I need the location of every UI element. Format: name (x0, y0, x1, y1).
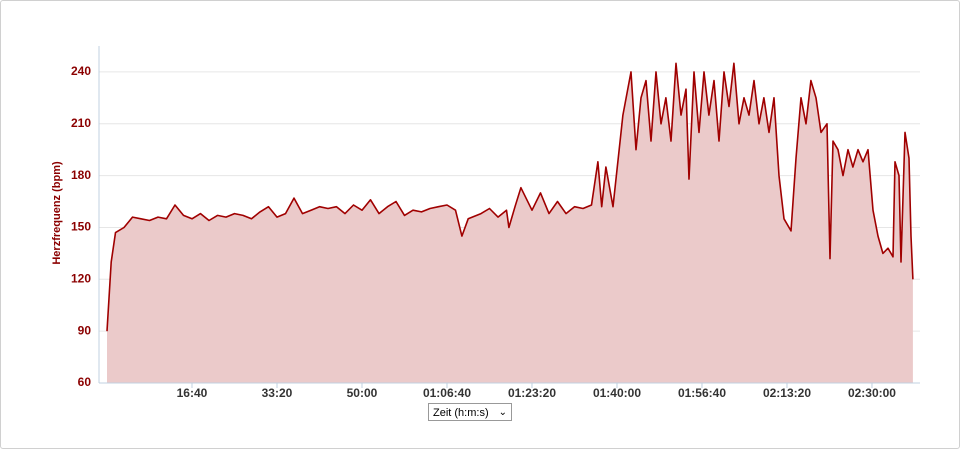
area-fill (107, 63, 913, 384)
x-tick-label: 33:20 (262, 386, 293, 400)
select-arrow: ⌄ (498, 407, 507, 418)
x-tick-label: 01:06:40 (423, 386, 471, 400)
x-tick-label: 50:00 (347, 386, 378, 400)
x-axis-select[interactable]: Zeit (h:m:s) ⌄ (428, 403, 512, 421)
x-tick-label: 16:40 (177, 386, 208, 400)
x-tick-label: 01:56:40 (678, 386, 726, 400)
y-axis-label: Herzfrequenz (bpm) (51, 161, 63, 265)
line (106, 62, 914, 332)
x-tick-label: 02:13:20 (763, 386, 811, 400)
y-tick-label: 150 (71, 220, 91, 234)
select-text: Zeit (h:m:s) (433, 407, 489, 419)
x-tick-label: 01:23:20 (508, 386, 556, 400)
y-tick-label: 180 (71, 168, 91, 182)
x-tick-label: 01:40:00 (593, 386, 641, 400)
y-tick-label: 240 (71, 64, 91, 78)
x-tick-label: 02:30:00 (848, 386, 896, 400)
y-tick-label: 60 (78, 375, 92, 389)
y-tick-label: 120 (71, 271, 91, 285)
y-tick-label: 90 (78, 323, 92, 337)
y-tick-label: 210 (71, 116, 91, 130)
